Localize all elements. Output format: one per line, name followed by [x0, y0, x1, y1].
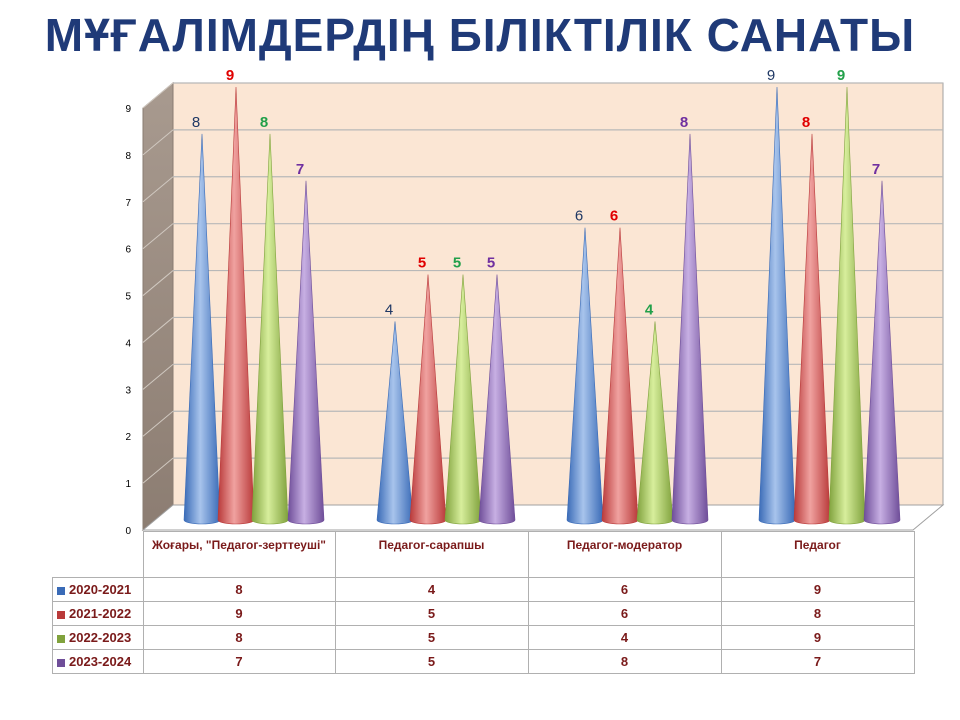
cone-bar	[287, 180, 325, 525]
data-label: 9	[767, 67, 775, 84]
data-label: 5	[418, 255, 426, 272]
data-table-row: 2021-2022 9 5 6 8	[52, 601, 915, 626]
table-cell: 8	[527, 649, 722, 674]
data-table: Жоғары, "Педагог-зерттеуші" Педагог-сара…	[52, 531, 915, 674]
table-cell: 5	[334, 601, 529, 626]
table-cell: 4	[527, 625, 722, 650]
series-name: 2021-2022	[69, 606, 132, 621]
gridline-side	[142, 410, 174, 437]
legend-swatch	[57, 610, 65, 619]
y-tick-label: 9	[125, 104, 131, 115]
table-cell: 6	[527, 577, 722, 602]
table-cell: 9	[720, 577, 915, 602]
data-label: 8	[260, 114, 268, 131]
data-table-row: 2020-2021 8 4 6 9	[52, 577, 915, 602]
data-label: 6	[575, 208, 583, 225]
gridline-side	[142, 129, 174, 156]
data-label: 8	[680, 114, 688, 131]
table-cell: 6	[527, 601, 722, 626]
data-label: 4	[645, 301, 654, 318]
legend-swatch	[57, 634, 65, 643]
y-tick-label: 0	[125, 526, 131, 535]
gridline-side	[142, 223, 174, 250]
category-header: Педагог-модератор	[527, 531, 722, 578]
table-cell: 9	[142, 601, 336, 626]
table-cell: 8	[142, 577, 336, 602]
side-wall	[142, 81, 174, 532]
gridline-side	[142, 270, 174, 296]
data-label: 7	[296, 161, 304, 178]
y-tick-label: 8	[125, 151, 131, 162]
cone-bar	[671, 133, 709, 525]
y-tick-label: 5	[125, 292, 131, 303]
series-name: 2022-2023	[69, 630, 132, 645]
data-table-corner	[53, 532, 144, 578]
data-label: 5	[453, 255, 461, 272]
data-label: 7	[872, 161, 880, 178]
table-cell: 8	[720, 601, 915, 626]
table-cell: 7	[720, 649, 915, 674]
table-cell: 8	[142, 625, 336, 650]
gridline-side	[142, 82, 174, 109]
y-tick-label: 4	[125, 338, 131, 349]
category-header: Педагог-сарапшы	[334, 531, 529, 578]
y-tick-label: 2	[125, 432, 131, 443]
gridline-side	[142, 363, 174, 390]
cone-bar	[478, 274, 516, 525]
table-cell: 5	[334, 649, 529, 674]
category-header: Жоғары, "Педагог-зерттеуші"	[142, 531, 336, 578]
gridline-side	[142, 457, 174, 484]
data-label: 8	[802, 114, 810, 131]
data-label: 4	[385, 301, 393, 318]
y-tick-label: 6	[125, 245, 131, 256]
back-wall	[172, 82, 944, 506]
table-cell: 4	[334, 577, 529, 602]
legend-swatch	[57, 658, 65, 667]
table-cell: 5	[334, 625, 529, 650]
series-label: 2022-2023	[52, 625, 144, 650]
data-label: 6	[610, 208, 618, 225]
data-label: 8	[192, 114, 200, 131]
gridline-side	[142, 317, 174, 343]
category-header: Педагог	[720, 531, 915, 578]
page-title: МҰҒАЛІМДЕРДІҢ БІЛІКТІЛІК САНАТЫ	[44, 9, 916, 61]
series-name: 2023-2024	[69, 654, 132, 669]
series-label: 2023-2024	[52, 649, 144, 674]
data-table-header-row: Жоғары, "Педагог-зерттеуші" Педагог-сара…	[53, 531, 915, 578]
y-tick-label: 3	[125, 385, 131, 396]
cone-chart: 0 1 2 3 4 5 6 7 8 9 8 9 8 7 4 5 5 5 6 6 4 8 9 8 9 7	[125, 67, 945, 535]
series-label: 2021-2022	[52, 601, 144, 626]
data-label: 9	[837, 67, 845, 84]
data-table-row: 2022-2023 8 5 4 9	[52, 625, 915, 650]
data-table-row: 2023-2024 7 5 8 7	[52, 649, 915, 674]
legend-swatch	[57, 586, 65, 595]
data-label: 5	[487, 255, 495, 272]
gridline-side	[142, 176, 174, 203]
series-label: 2020-2021	[52, 577, 144, 602]
y-tick-label: 1	[125, 479, 131, 490]
floor	[141, 504, 945, 531]
data-label: 9	[226, 67, 234, 84]
table-cell: 7	[142, 649, 336, 674]
series-name: 2020-2021	[69, 582, 132, 597]
y-tick-label: 7	[125, 198, 131, 209]
table-cell: 9	[720, 625, 915, 650]
cone-bar	[863, 180, 901, 525]
